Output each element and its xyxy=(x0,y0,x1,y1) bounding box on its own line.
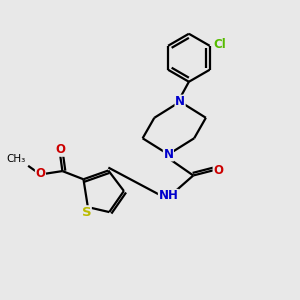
Text: O: O xyxy=(35,167,45,180)
Text: N: N xyxy=(164,148,173,161)
Text: NH: NH xyxy=(158,190,178,202)
Text: N: N xyxy=(175,95,185,108)
Text: Cl: Cl xyxy=(213,38,226,51)
Text: O: O xyxy=(55,143,65,156)
Text: CH₃: CH₃ xyxy=(7,154,26,164)
Text: S: S xyxy=(82,206,91,219)
Text: O: O xyxy=(213,164,223,177)
